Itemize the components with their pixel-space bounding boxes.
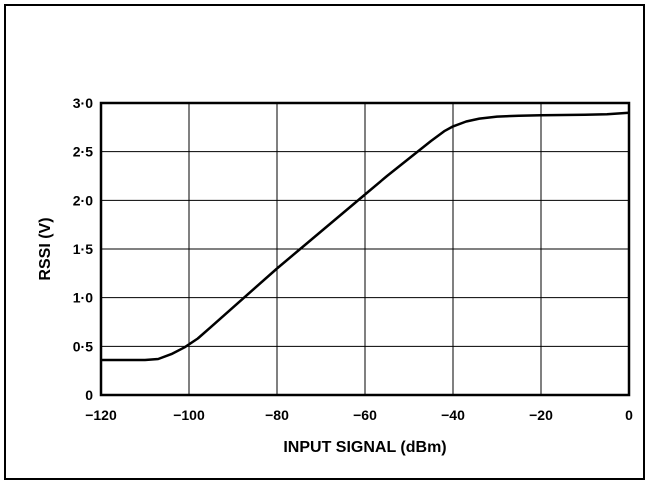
x-tick-label: −120 bbox=[85, 407, 117, 423]
x-axis-label: INPUT SIGNAL (dBm) bbox=[283, 439, 446, 456]
y-tick-label: 2·0 bbox=[73, 192, 93, 208]
y-tick-label: 1·0 bbox=[73, 290, 93, 306]
x-tick-label: −40 bbox=[441, 407, 465, 423]
y-axis-label: RSSI (V) bbox=[37, 217, 54, 280]
rssi-curve bbox=[101, 111, 630, 362]
x-tick-label: −80 bbox=[265, 407, 289, 423]
plot-area-border bbox=[99, 101, 631, 397]
y-tick-label: 2·5 bbox=[73, 144, 93, 160]
x-tick-label: −100 bbox=[173, 407, 205, 423]
x-tick-label: 0 bbox=[625, 407, 633, 423]
x-tick-labels: −120 −100 −80 −60 −40 −20 0 bbox=[85, 407, 633, 423]
y-tick-label: 1·5 bbox=[73, 241, 93, 257]
grid-lines bbox=[101, 103, 629, 395]
y-tick-label: 0·5 bbox=[73, 338, 93, 354]
x-tick-label: −60 bbox=[353, 407, 377, 423]
x-tick-label: −20 bbox=[529, 407, 553, 423]
chart-frame bbox=[4, 4, 645, 480]
y-tick-labels: 0 0·5 1·0 1·5 2·0 2·5 3·0 bbox=[73, 95, 93, 403]
y-tick-label: 3·0 bbox=[73, 95, 93, 111]
y-tick-label: 0 bbox=[85, 387, 93, 403]
